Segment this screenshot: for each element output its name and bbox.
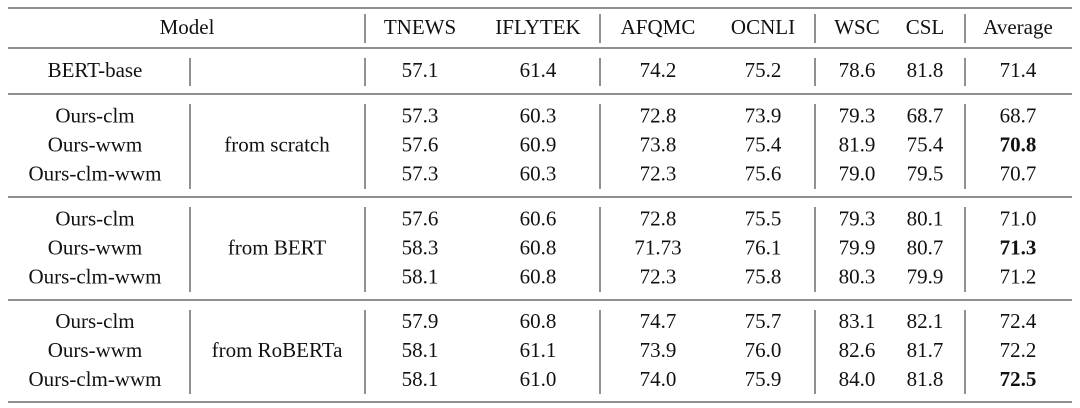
score: 70.7 [1000, 161, 1037, 185]
score: 75.4 [745, 132, 782, 156]
model-name: BERT-base [48, 58, 143, 82]
score: 75.5 [745, 206, 782, 230]
model-name: Ours-clm-wwm [29, 264, 162, 288]
score: 74.7 [640, 309, 677, 333]
score: 80.1 [907, 206, 944, 230]
model-name: Ours-wwm [48, 235, 143, 259]
score: 58.1 [402, 367, 439, 391]
score: 60.8 [520, 309, 557, 333]
score: 80.7 [907, 235, 944, 259]
score: 73.9 [640, 338, 677, 362]
score: 81.8 [907, 367, 944, 391]
score: 72.8 [640, 103, 677, 127]
score: 75.7 [745, 309, 782, 333]
header-cell: IFLYTEK [495, 15, 580, 39]
model-name: Ours-clm-wwm [29, 367, 162, 391]
score: 73.9 [745, 103, 782, 127]
score: 68.7 [1000, 103, 1037, 127]
score: 60.9 [520, 132, 557, 156]
score: 70.8 [1000, 132, 1037, 156]
score: 57.1 [402, 58, 439, 82]
score: 61.1 [520, 338, 557, 362]
score: 79.9 [907, 264, 944, 288]
score: 81.7 [907, 338, 944, 362]
score: 72.8 [640, 206, 677, 230]
score: 81.9 [839, 132, 876, 156]
score: 79.0 [839, 161, 876, 185]
score: 76.0 [745, 338, 782, 362]
score: 83.1 [839, 309, 876, 333]
score: 57.6 [402, 206, 439, 230]
score: 60.6 [520, 206, 557, 230]
score: 60.8 [520, 264, 557, 288]
score: 76.1 [745, 235, 782, 259]
score: 71.4 [1000, 58, 1037, 82]
score: 82.6 [839, 338, 876, 362]
score: 79.5 [907, 161, 944, 185]
score: 80.3 [839, 264, 876, 288]
score: 71.73 [634, 235, 681, 259]
score: 79.3 [839, 206, 876, 230]
header-cell: TNEWS [384, 15, 456, 39]
score: 72.3 [640, 264, 677, 288]
score: 79.3 [839, 103, 876, 127]
score: 74.0 [640, 367, 677, 391]
score: 58.1 [402, 338, 439, 362]
score: 73.8 [640, 132, 677, 156]
score: 74.2 [640, 58, 677, 82]
score: 82.1 [907, 309, 944, 333]
model-name: Ours-wwm [48, 338, 143, 362]
score: 84.0 [839, 367, 876, 391]
score: 71.2 [1000, 264, 1037, 288]
header-cell: OCNLI [731, 15, 795, 39]
header-cell: Model [160, 15, 215, 39]
model-name: Ours-wwm [48, 132, 143, 156]
score: 60.3 [520, 103, 557, 127]
score: 72.5 [1000, 367, 1037, 391]
model-name: Ours-clm [55, 309, 134, 333]
header-cell: WSC [834, 15, 880, 39]
init-label: from scratch [224, 132, 330, 156]
init-label: from RoBERTa [212, 338, 344, 362]
score: 72.4 [1000, 309, 1037, 333]
score: 58.1 [402, 264, 439, 288]
score: 61.0 [520, 367, 557, 391]
header-cell: CSL [906, 15, 945, 39]
header-cell: AFQMC [621, 15, 696, 39]
model-name: Ours-clm-wwm [29, 161, 162, 185]
score: 75.2 [745, 58, 782, 82]
score: 72.2 [1000, 338, 1037, 362]
init-label: from BERT [228, 235, 327, 259]
model-name: Ours-clm [55, 103, 134, 127]
header-cell: Average [983, 15, 1053, 39]
score: 71.3 [1000, 235, 1037, 259]
score: 78.6 [839, 58, 876, 82]
score: 60.8 [520, 235, 557, 259]
score: 57.9 [402, 309, 439, 333]
score: 57.3 [402, 161, 439, 185]
score: 61.4 [520, 58, 557, 82]
model-name: Ours-clm [55, 206, 134, 230]
score: 57.6 [402, 132, 439, 156]
score: 58.3 [402, 235, 439, 259]
score: 75.4 [907, 132, 944, 156]
score: 75.8 [745, 264, 782, 288]
score: 71.0 [1000, 206, 1037, 230]
score: 79.9 [839, 235, 876, 259]
score: 75.6 [745, 161, 782, 185]
score: 72.3 [640, 161, 677, 185]
score: 75.9 [745, 367, 782, 391]
score: 81.8 [907, 58, 944, 82]
score: 57.3 [402, 103, 439, 127]
score: 68.7 [907, 103, 944, 127]
score: 60.3 [520, 161, 557, 185]
